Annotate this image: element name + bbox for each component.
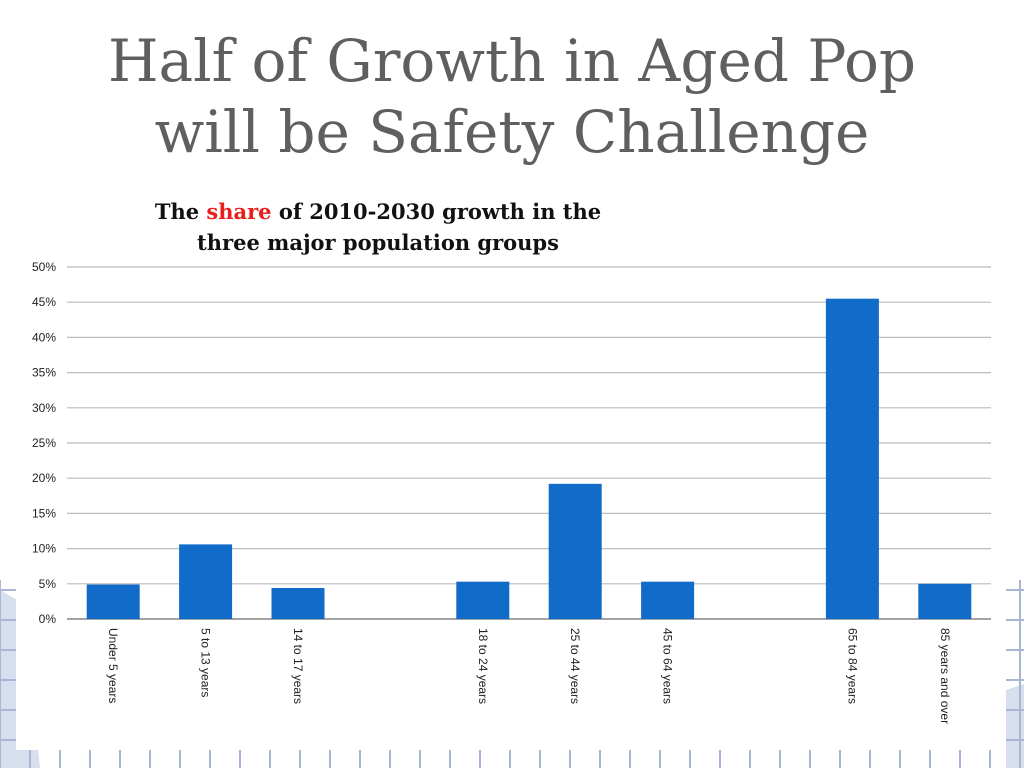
slide-title-line-2: will be Safety Challenge [154,98,870,166]
bar [825,298,879,619]
x-tick-label: 25 to 44 years [568,628,582,704]
y-tick-label: 45% [32,295,56,309]
bar [456,581,510,619]
y-tick-label: 25% [32,436,56,450]
y-tick-label: 35% [32,366,56,380]
y-tick-label: 30% [32,401,56,415]
y-tick-label: 10% [32,542,56,556]
x-tick-label: Under 5 years [106,628,120,703]
bar [641,581,695,619]
chart-title-line-1: The share of 2010-2030 growth in the [0,196,756,227]
slide-title: Half of Growth in Aged Pop will be Safet… [0,26,1024,168]
y-tick-label: 50% [32,260,56,274]
x-tick-label: 65 to 84 years [845,628,859,704]
slide-title-line-1: Half of Growth in Aged Pop [107,27,917,95]
chart-title-accent: share [206,199,272,224]
x-tick-label: 18 to 24 years [476,628,490,704]
bar [179,544,233,619]
x-tick-label: 85 years and over [938,628,952,724]
chart-title-suffix: of 2010-2030 growth in the [271,199,602,224]
bar [548,483,602,619]
bar [271,588,325,619]
chart-title-line-2: three major population groups [197,230,559,255]
y-tick-label: 0% [39,612,57,626]
x-tick-label: 14 to 17 years [291,628,305,704]
x-tick-label: 45 to 64 years [661,628,675,704]
chart-title-prefix: The [154,199,207,224]
bar [918,583,972,619]
chart-title: The share of 2010-2030 growth in the thr… [0,196,756,258]
y-tick-label: 20% [32,471,56,485]
bar [86,584,140,619]
y-tick-label: 15% [32,506,56,520]
y-tick-label: 40% [32,330,56,344]
y-tick-label: 5% [39,577,57,591]
x-tick-label: 5 to 13 years [199,628,213,697]
